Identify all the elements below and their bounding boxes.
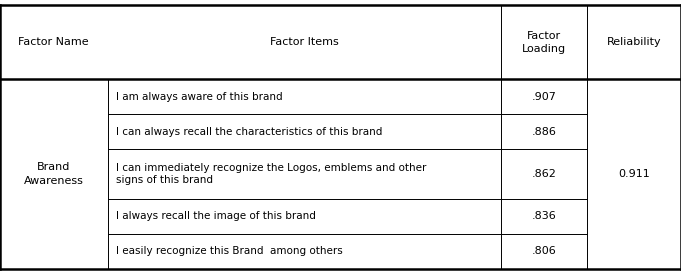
Text: Factor Name: Factor Name <box>18 38 89 47</box>
Text: Factor Items: Factor Items <box>270 38 338 47</box>
Text: I can always recall the characteristics of this brand: I can always recall the characteristics … <box>116 127 382 137</box>
Text: I always recall the image of this brand: I always recall the image of this brand <box>116 211 316 221</box>
Text: I am always aware of this brand: I am always aware of this brand <box>116 92 283 102</box>
Text: Factor
Loading: Factor Loading <box>522 31 566 54</box>
Text: Brand
Awareness: Brand Awareness <box>24 162 84 186</box>
Text: .806: .806 <box>531 246 556 256</box>
Text: I easily recognize this Brand  among others: I easily recognize this Brand among othe… <box>116 246 343 256</box>
Text: Reliability: Reliability <box>607 38 661 47</box>
Text: I can immediately recognize the Logos, emblems and other
signs of this brand: I can immediately recognize the Logos, e… <box>116 162 426 185</box>
Text: .862: .862 <box>531 169 556 179</box>
Text: 0.911: 0.911 <box>618 169 650 179</box>
Text: .886: .886 <box>531 127 556 137</box>
Text: .836: .836 <box>531 211 556 221</box>
Text: .907: .907 <box>531 92 556 102</box>
